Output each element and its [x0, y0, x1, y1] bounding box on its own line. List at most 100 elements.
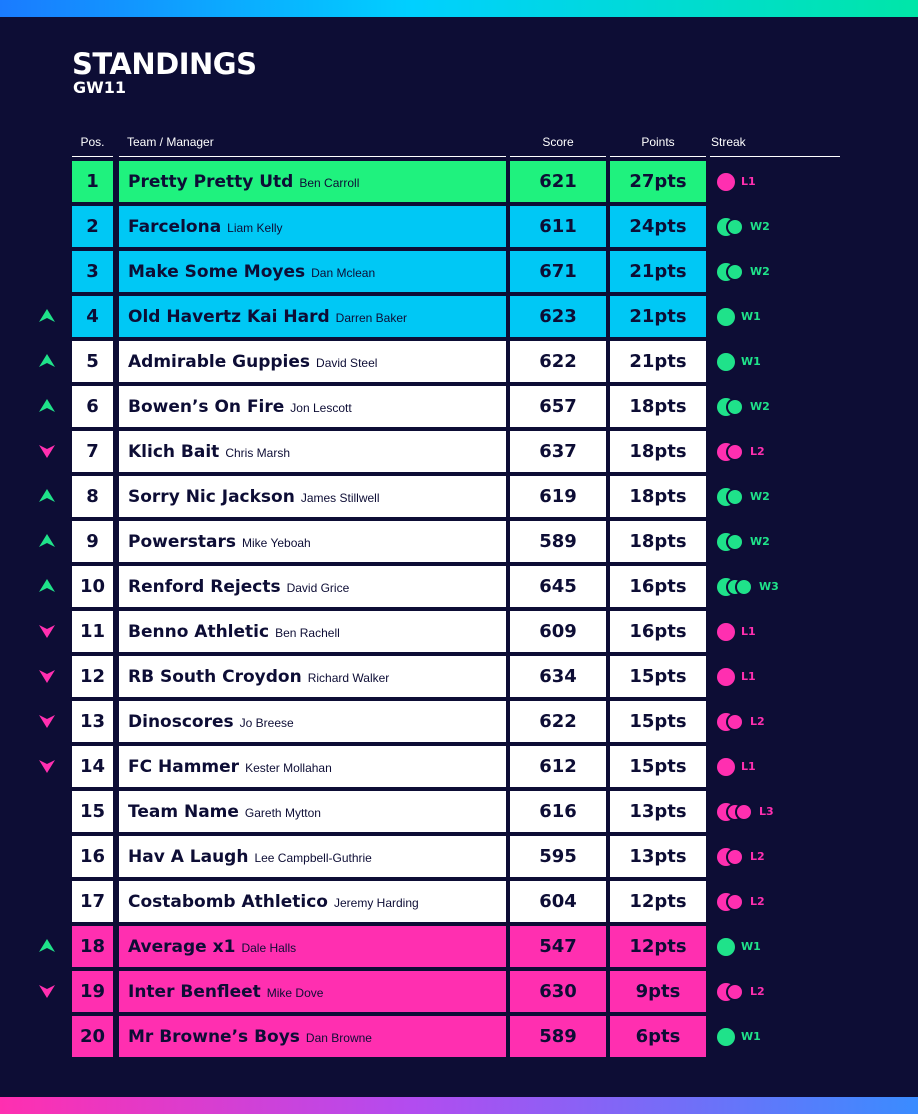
- streak-dot-icon: [726, 892, 744, 911]
- arrow-down-icon: [39, 445, 55, 458]
- team-cell: Hav A Laugh Lee Campbell-Guthrie: [119, 836, 506, 877]
- team-name: Old Havertz Kai Hard: [128, 307, 330, 327]
- position-cell: 6: [72, 386, 113, 427]
- arrow-up-icon: [39, 489, 55, 502]
- points-cell: 16pts: [610, 566, 706, 607]
- team-name: Mr Browne’s Boys: [128, 1027, 300, 1047]
- header-divider: [119, 156, 506, 157]
- streak-indicator: L3: [717, 791, 774, 832]
- points-cell: 12pts: [610, 881, 706, 922]
- points-cell: 21pts: [610, 341, 706, 382]
- streak-indicator: L1: [717, 161, 756, 202]
- arrow-down-icon: [39, 715, 55, 728]
- position-cell: 13: [72, 701, 113, 742]
- streak-label: W1: [741, 310, 761, 323]
- points-cell: 15pts: [610, 656, 706, 697]
- team-name: RB South Croydon: [128, 667, 302, 687]
- streak-dot-icon: [717, 622, 735, 641]
- streak-dot-icon: [717, 667, 735, 686]
- streak-dot-icon: [726, 532, 744, 551]
- streak-label: L2: [750, 445, 765, 458]
- arrow-up-icon: [39, 534, 55, 547]
- position-cell: 5: [72, 341, 113, 382]
- streak-indicator: W2: [717, 521, 770, 562]
- table-row: 13 Dinoscores Jo Breese 622 15pts L2: [0, 701, 918, 742]
- header-divider: [72, 156, 113, 157]
- manager-name: Richard Walker: [307, 671, 390, 685]
- team-cell: Sorry Nic Jackson James Stillwell: [119, 476, 506, 517]
- streak-label: L3: [759, 805, 774, 818]
- points-cell: 13pts: [610, 791, 706, 832]
- points-cell: 9pts: [610, 971, 706, 1012]
- table-row: 12 RB South Croydon Richard Walker 634 15pts…: [0, 656, 918, 697]
- streak-label: L2: [750, 715, 765, 728]
- streak-indicator: W1: [717, 296, 761, 337]
- streak-indicator: W1: [717, 1016, 761, 1057]
- streak-indicator: W1: [717, 926, 761, 967]
- position-cell: 4: [72, 296, 113, 337]
- table-row: 1 Pretty Pretty Utd Ben Carroll 621 27pts L1: [0, 161, 918, 202]
- table-row: 4 Old Havertz Kai Hard Darren Baker 623 21pt…: [0, 296, 918, 337]
- table-row: 18 Average x1 Dale Halls 547 12pts W1: [0, 926, 918, 967]
- table-row: 14 FC Hammer Kester Mollahan 612 15pts L1: [0, 746, 918, 787]
- table-row: 10 Renford Rejects David Grice 645 16pts W3: [0, 566, 918, 607]
- manager-name: Gareth Mytton: [244, 806, 321, 820]
- points-cell: 27pts: [610, 161, 706, 202]
- team-name: Farcelona: [128, 217, 222, 237]
- table-row: 11 Benno Athletic Ben Rachell 609 16pts L1: [0, 611, 918, 652]
- manager-name: Liam Kelly: [227, 221, 283, 235]
- table-row: 16 Hav A Laugh Lee Campbell-Guthrie 595 13pt…: [0, 836, 918, 877]
- score-cell: 622: [510, 701, 606, 742]
- column-header-team: Team / Manager: [127, 135, 214, 149]
- team-cell: Renford Rejects David Grice: [119, 566, 506, 607]
- position-cell: 1: [72, 161, 113, 202]
- points-cell: 18pts: [610, 476, 706, 517]
- streak-dot-icon: [726, 487, 744, 506]
- arrow-down-icon: [39, 985, 55, 998]
- header-divider: [510, 156, 606, 157]
- streak-label: W1: [741, 355, 761, 368]
- points-cell: 15pts: [610, 746, 706, 787]
- score-cell: 671: [510, 251, 606, 292]
- manager-name: Mike Dove: [266, 986, 324, 1000]
- arrow-up-icon: [39, 579, 55, 592]
- streak-label: W2: [750, 220, 770, 233]
- column-header-score: Score: [542, 135, 574, 149]
- table-row: 17 Costabomb Athletico Jeremy Harding 604 12…: [0, 881, 918, 922]
- team-cell: Farcelona Liam Kelly: [119, 206, 506, 247]
- position-cell: 15: [72, 791, 113, 832]
- manager-name: Jeremy Harding: [333, 896, 419, 910]
- streak-dot-icon: [735, 577, 753, 596]
- team-name: Klich Bait: [128, 442, 220, 462]
- streak-dot-icon: [726, 712, 744, 731]
- team-name: FC Hammer: [128, 757, 240, 777]
- table-row: 2 Farcelona Liam Kelly 611 24pts W2: [0, 206, 918, 247]
- streak-dot-icon: [726, 262, 744, 281]
- streak-indicator: L1: [717, 656, 756, 697]
- streak-indicator: W2: [717, 386, 770, 427]
- team-name: Hav A Laugh: [128, 847, 249, 867]
- arrow-up-icon: [39, 399, 55, 412]
- arrow-up-icon: [39, 939, 55, 952]
- table-row: 9 Powerstars Mike Yeboah 589 18pts W2: [0, 521, 918, 562]
- streak-indicator: W2: [717, 206, 770, 247]
- points-cell: 6pts: [610, 1016, 706, 1057]
- streak-dot-icon: [717, 937, 735, 956]
- team-name: Average x1: [128, 937, 236, 957]
- team-name: Sorry Nic Jackson: [128, 487, 295, 507]
- team-cell: Average x1 Dale Halls: [119, 926, 506, 967]
- manager-name: Darren Baker: [335, 311, 408, 325]
- manager-name: Jo Breese: [239, 716, 294, 730]
- team-name: Team Name: [128, 802, 239, 822]
- streak-indicator: W3: [717, 566, 779, 607]
- points-cell: 18pts: [610, 386, 706, 427]
- team-cell: Mr Browne’s Boys Dan Browne: [119, 1016, 506, 1057]
- position-cell: 18: [72, 926, 113, 967]
- streak-dot-icon: [726, 397, 744, 416]
- streak-indicator: L2: [717, 431, 765, 472]
- streak-indicator: L2: [717, 971, 765, 1012]
- team-cell: Old Havertz Kai Hard Darren Baker: [119, 296, 506, 337]
- score-cell: 616: [510, 791, 606, 832]
- team-cell: Dinoscores Jo Breese: [119, 701, 506, 742]
- position-cell: 19: [72, 971, 113, 1012]
